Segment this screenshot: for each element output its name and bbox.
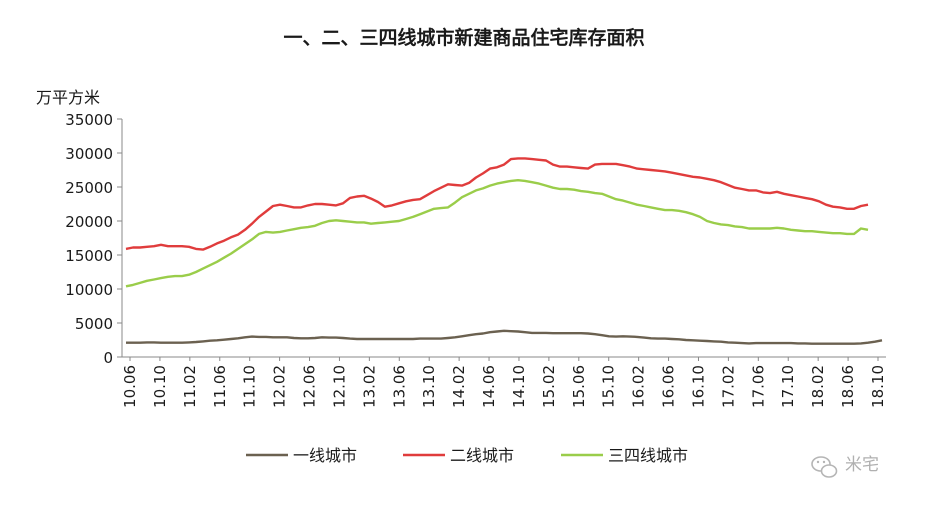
x-tick-label: 16.06 xyxy=(660,365,678,408)
x-tick-label: 13.10 xyxy=(420,365,438,408)
legend: 一线城市 二线城市 三四线城市 xyxy=(246,446,688,465)
x-tick-label: 14.10 xyxy=(510,365,528,408)
y-tick-label: 5000 xyxy=(75,315,113,333)
wechat-icon xyxy=(811,456,838,478)
y-tick-label: 0 xyxy=(103,349,113,367)
x-tick-label: 18.02 xyxy=(809,365,827,408)
x-tick-label: 17.06 xyxy=(749,365,767,408)
legend-label: 二线城市 xyxy=(450,446,514,465)
x-tick-label: 18.10 xyxy=(869,365,887,408)
x-tick-label: 14.06 xyxy=(480,365,498,408)
x-tick-label: 16.10 xyxy=(689,365,707,408)
legend-label: 三四线城市 xyxy=(608,446,688,465)
x-tick-label: 17.02 xyxy=(719,365,737,408)
y-tick-label: 35000 xyxy=(65,111,113,129)
x-tick-label: 17.10 xyxy=(779,365,797,408)
series-lines xyxy=(125,157,883,345)
x-tick-label: 10.10 xyxy=(151,365,169,408)
legend-label: 一线城市 xyxy=(293,446,357,465)
x-tick-label: 16.02 xyxy=(630,365,648,408)
y-axis: 0 5000 10000 15000 20000 25000 30000 35000 xyxy=(65,111,123,367)
chart-title: 一、二、三四线城市新建商品住宅库存面积 xyxy=(283,26,644,49)
y-tick-label: 25000 xyxy=(65,179,113,197)
x-tick-label: 15.06 xyxy=(570,365,588,408)
x-tick-label: 13.06 xyxy=(390,365,408,408)
watermark: 米宅 xyxy=(811,455,879,478)
x-tick-label: 12.10 xyxy=(330,365,348,408)
y-tick-label: 10000 xyxy=(65,281,113,299)
x-tick-label: 15.02 xyxy=(540,365,558,408)
x-tick-label: 12.02 xyxy=(271,365,289,408)
x-tick-label: 10.06 xyxy=(121,365,139,408)
x-tick-label: 11.06 xyxy=(211,365,229,408)
x-tick-label: 15.10 xyxy=(600,365,618,408)
x-tick-label: 18.06 xyxy=(839,365,857,408)
series-line-2 xyxy=(125,157,869,251)
series-line-1 xyxy=(126,329,883,345)
y-tick-label: 30000 xyxy=(65,145,113,163)
y-tick-label: 15000 xyxy=(65,247,113,265)
x-tick-label: 11.02 xyxy=(181,365,199,408)
x-tick-label: 14.02 xyxy=(450,365,468,408)
y-axis-label: 万平方米 xyxy=(36,88,100,107)
x-axis: 10.06 10.10 11.02 11.06 11.10 12.02 12.06 12.10… xyxy=(121,356,887,408)
x-tick-label: 13.02 xyxy=(360,365,378,408)
x-tick-label: 12.06 xyxy=(301,365,319,408)
y-tick-label: 20000 xyxy=(65,213,113,231)
series-line-3 xyxy=(125,178,869,288)
x-tick-label: 11.10 xyxy=(241,365,259,408)
watermark-text: 米宅 xyxy=(845,455,879,475)
